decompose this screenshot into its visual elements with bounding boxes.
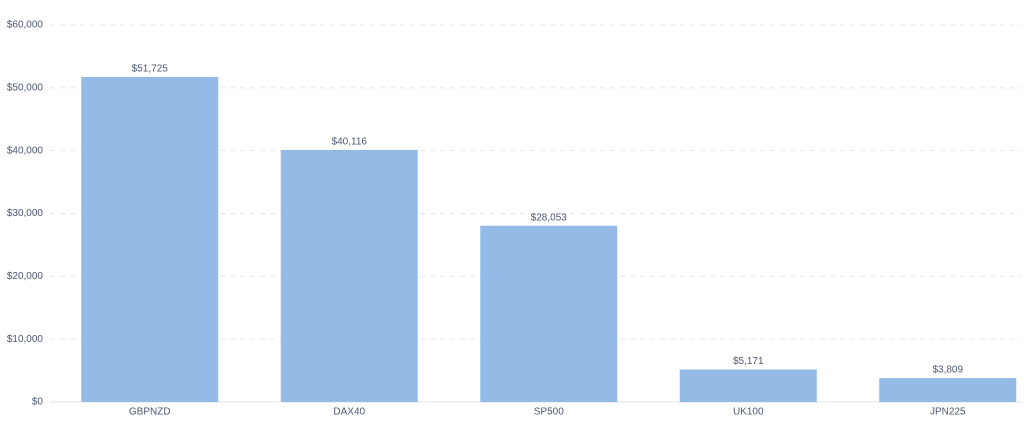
x-tick-label: JPN225 bbox=[930, 407, 966, 418]
bar bbox=[81, 76, 219, 403]
y-tick-label: $50,000 bbox=[7, 82, 44, 93]
x-tick-label: DAX40 bbox=[333, 407, 365, 418]
value-label: $40,116 bbox=[332, 137, 368, 148]
y-tick-label: $60,000 bbox=[7, 20, 44, 31]
bar bbox=[679, 369, 817, 402]
bar bbox=[879, 378, 1017, 402]
x-tick-label: UK100 bbox=[733, 407, 764, 418]
bar bbox=[280, 149, 418, 402]
y-tick-label: $40,000 bbox=[7, 145, 44, 156]
y-tick-label: $10,000 bbox=[7, 334, 44, 345]
bar bbox=[480, 225, 618, 402]
y-tick-label: $0 bbox=[32, 397, 44, 408]
value-label: $3,809 bbox=[932, 365, 963, 376]
x-tick-label: SP500 bbox=[534, 407, 564, 418]
value-label: $28,053 bbox=[531, 212, 568, 223]
value-label: $5,171 bbox=[733, 356, 764, 367]
y-tick-label: $20,000 bbox=[7, 271, 44, 282]
x-tick-label: GBPNZD bbox=[129, 407, 171, 418]
value-label: $51,725 bbox=[132, 64, 169, 75]
y-tick-label: $30,000 bbox=[7, 208, 44, 219]
